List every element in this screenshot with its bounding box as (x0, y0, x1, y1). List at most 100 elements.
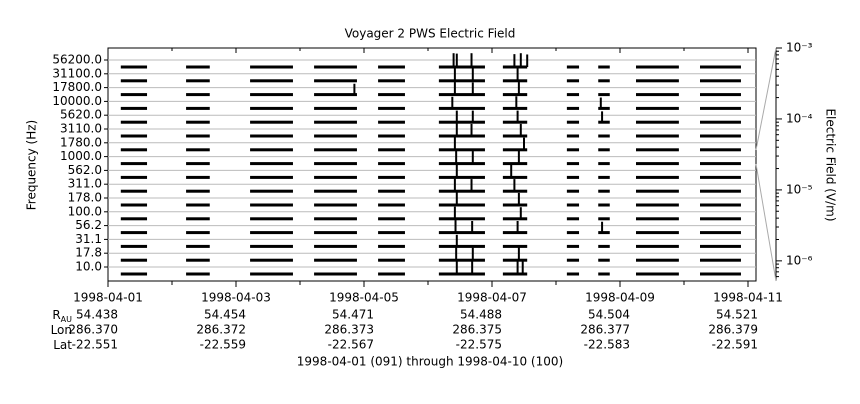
coverage-bar (598, 65, 610, 69)
coverage-bar (250, 175, 293, 179)
coverage-bar (186, 189, 210, 193)
ephemeris-value: 286.370 (68, 323, 118, 337)
coverage-bar (314, 148, 357, 152)
coverage-bar (700, 244, 741, 248)
coverage-bar (566, 175, 580, 179)
coverage-bar (186, 106, 210, 110)
coverage-bar (598, 203, 610, 207)
coverage-bar (566, 231, 580, 235)
coverage-bar (598, 175, 610, 179)
coverage-bar (636, 258, 679, 262)
coverage-bar (186, 93, 210, 97)
coverage-bar (636, 65, 679, 69)
coverage-bar (250, 134, 293, 138)
coverage-bar (438, 203, 485, 207)
coverage-bar (120, 79, 148, 83)
coverage-bar (566, 203, 580, 207)
y-axis-label: Frequency (Hz) (25, 120, 39, 211)
ephemeris-label-text: Lat (53, 338, 72, 352)
coverage-bar (566, 93, 580, 97)
coverage-bar (700, 217, 741, 221)
coverage-bar (598, 217, 610, 221)
coverage-bar (636, 203, 679, 207)
coverage-bar (438, 175, 485, 179)
ephemeris-value: 286.372 (196, 323, 246, 337)
coverage-bar (438, 258, 485, 262)
coverage-bar (700, 93, 741, 97)
coverage-bar (378, 148, 405, 152)
ephemeris-value: -22.575 (456, 338, 502, 352)
coverage-bar (566, 148, 580, 152)
coverage-bar (186, 120, 210, 124)
coverage-bar (502, 217, 528, 221)
coverage-bar (378, 162, 405, 166)
y-tick-label: 178.0 (68, 191, 102, 205)
ephemeris-value: 54.438 (76, 308, 118, 322)
coverage-bar (120, 189, 148, 193)
coverage-bar (566, 134, 580, 138)
coverage-bar (250, 162, 293, 166)
coverage-bar (438, 93, 485, 97)
coverage-bar (598, 79, 610, 83)
coverage-bar (250, 217, 293, 221)
coverage-bar (314, 189, 357, 193)
coverage-bar (186, 148, 210, 152)
coverage-bar (120, 203, 148, 207)
y-tick-label: 56.2 (75, 218, 102, 232)
coverage-bar (250, 231, 293, 235)
coverage-bar (314, 134, 357, 138)
coverage-bar (120, 217, 148, 221)
coverage-bar (120, 134, 148, 138)
coverage-bar (378, 134, 405, 138)
coverage-bar (378, 272, 405, 276)
coverage-bar (120, 244, 148, 248)
y-tick-label: 31.1 (75, 232, 102, 246)
y2-tick-label: 10⁻⁴ (786, 111, 813, 125)
coverage-bar (700, 162, 741, 166)
y-tick-label: 311.0 (68, 177, 102, 191)
coverage-bar (378, 203, 405, 207)
ephemeris-value: 54.521 (716, 308, 758, 322)
coverage-bar (700, 272, 741, 276)
coverage-bar (566, 189, 580, 193)
ephemeris-value: 54.504 (588, 308, 630, 322)
zoom-line (755, 163, 777, 282)
coverage-bar (250, 244, 293, 248)
coverage-bar (636, 120, 679, 124)
coverage-bar (566, 244, 580, 248)
coverage-bar (438, 189, 485, 193)
coverage-bar (438, 120, 485, 124)
coverage-bar (120, 272, 148, 276)
coverage-bar (378, 120, 405, 124)
coverage-bar (636, 272, 679, 276)
coverage-bar (502, 272, 528, 276)
coverage-bar (378, 93, 405, 97)
coverage-bar (700, 148, 741, 152)
coverage-bar (438, 244, 485, 248)
coverage-bar (438, 272, 485, 276)
ephemeris-value: -22.559 (200, 338, 246, 352)
ephemeris-value: 54.471 (332, 308, 374, 322)
coverage-bar (438, 162, 485, 166)
coverage-bar (598, 231, 610, 235)
coverage-bar (186, 79, 210, 83)
coverage-bar (250, 120, 293, 124)
y-tick-label: 562.0 (68, 163, 102, 177)
coverage-bar (250, 189, 293, 193)
coverage-bar (566, 65, 580, 69)
y2-tick-label: 10⁻³ (786, 41, 813, 55)
x-tick-label: 1998-04-03 (201, 291, 271, 305)
y-tick-label: 1780.0 (60, 135, 102, 149)
y-tick-label: 3110.0 (60, 122, 102, 136)
y-tick-label: 31100.0 (52, 66, 102, 80)
coverage-bar (700, 258, 741, 262)
coverage-bar (250, 65, 293, 69)
coverage-bar (502, 175, 528, 179)
coverage-bar (636, 162, 679, 166)
coverage-bar (378, 65, 405, 69)
ephemeris-label: RAU (52, 308, 72, 324)
coverage-bar (186, 231, 210, 235)
coverage-bar (598, 162, 610, 166)
coverage-bar (700, 65, 741, 69)
coverage-bar (120, 258, 148, 262)
